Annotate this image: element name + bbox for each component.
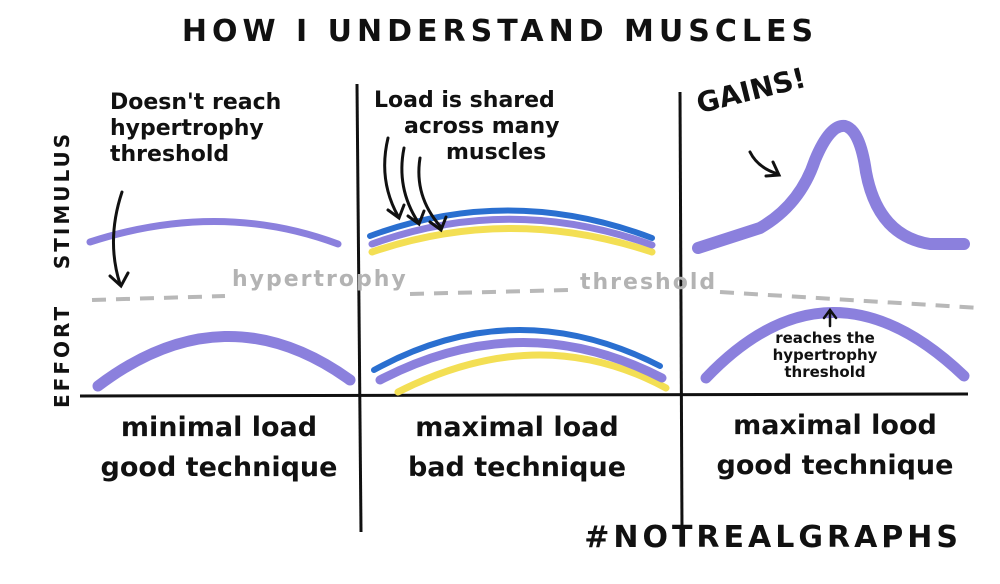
panel1-caption-line2: good technique — [100, 452, 338, 483]
panel1-caption: minimal load good technique — [84, 408, 354, 488]
panel2-stimulus-curve-yellow — [368, 225, 656, 256]
panel3-caption-line2: good technique — [716, 450, 954, 481]
annotation-line3: threshold — [784, 363, 866, 381]
panel2-stimulus-curve-purple — [368, 215, 656, 249]
threshold-line-mid — [409, 288, 571, 296]
panel3-caption: maximal lood good technique — [690, 406, 980, 486]
panel2-stimulus-curve-blue — [367, 207, 655, 241]
panel2-effort-curve-purple — [375, 338, 667, 385]
panel2-arrow-3 — [417, 156, 448, 233]
threshold-line-left — [91, 294, 226, 302]
panel2-note-line2: across many — [404, 114, 560, 139]
x-axis-line — [79, 392, 969, 398]
panel3-stimulus-curve — [692, 119, 970, 254]
gains-arrow — [748, 150, 782, 178]
panel-divider-2 — [678, 91, 684, 533]
panel1-stimulus-curve — [86, 218, 342, 248]
annotation-line2: hypertrophy — [772, 346, 878, 364]
panel2-caption: maximal load bad technique — [372, 408, 662, 488]
panel2-caption-line2: bad technique — [407, 452, 627, 483]
panel2-arrow-2 — [400, 146, 426, 227]
panel2-effort-curve-yellow — [394, 351, 670, 396]
panel2-caption-line1: maximal load — [415, 412, 619, 443]
panel-divider-1 — [355, 83, 363, 533]
panel1-note: Doesn't reach hypertrophy threshold — [110, 90, 282, 167]
panel2-note-line1: Load is shared — [374, 88, 555, 113]
panel2-arrow-1 — [383, 136, 406, 221]
annotation-line1: reaches the — [775, 329, 875, 347]
panel2-note: Load is shared across many muscles — [374, 88, 664, 166]
threshold-annotation: reaches the hypertrophy threshold — [755, 330, 895, 381]
page-title: HOW I UNDERSTAND MUSCLES — [181, 14, 819, 49]
threshold-line-right — [719, 290, 981, 310]
panel2-note-line3: muscles — [446, 140, 547, 165]
axis-label-effort: EFFORT — [50, 303, 74, 408]
panel3-caption-line1: maximal lood — [733, 410, 937, 441]
axis-label-stimulus: STIMULUS — [50, 130, 74, 270]
panel1-arrow — [108, 190, 130, 289]
panel1-effort-curve — [92, 331, 356, 392]
threshold-label-threshold: threshold — [580, 270, 718, 295]
panel1-caption-line1: minimal load — [120, 412, 318, 443]
threshold-label-hypertrophy: hypertrophy — [232, 267, 408, 292]
threshold-up-arrow — [822, 307, 838, 328]
hashtag-label: #NOTREALGRAPHS — [584, 520, 962, 555]
panel2-effort-curve-blue — [371, 327, 663, 373]
